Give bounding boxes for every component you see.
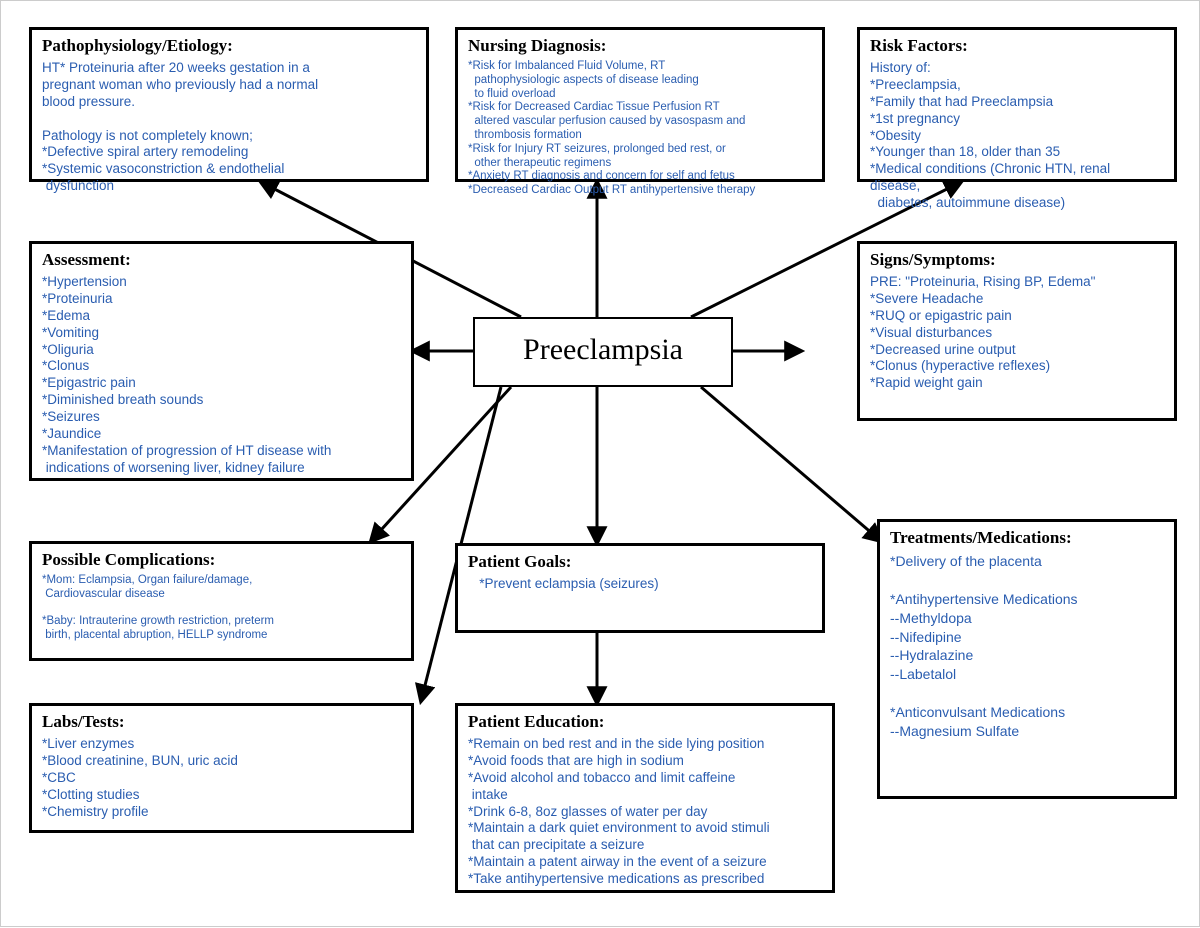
box-title: Signs/Symptoms: — [870, 250, 1164, 270]
box-signs_symptoms: Signs/Symptoms: PRE: "Proteinuria, Rising… — [857, 241, 1177, 421]
box-body: *Risk for Imbalanced Fluid Volume, RT pa… — [468, 60, 812, 198]
box-patient_education: Patient Education: *Remain on bed rest an… — [455, 703, 835, 893]
box-title: Assessment: — [42, 250, 401, 270]
box-title: Treatments/Medications: — [890, 528, 1164, 548]
box-title: Risk Factors: — [870, 36, 1164, 56]
box-body: *Mom: Eclampsia, Organ failure/damage, C… — [42, 574, 401, 643]
center-topic: Preeclampsia — [473, 317, 733, 387]
concept-map-page: Preeclampsia Pathophysiology/Etiology:HT… — [0, 0, 1200, 927]
box-title: Pathophysiology/Etiology: — [42, 36, 416, 56]
center-topic-label: Preeclampsia — [523, 333, 683, 366]
box-title: Nursing Diagnosis: — [468, 36, 812, 56]
box-title: Possible Complications: — [42, 550, 401, 570]
box-pathophysiology: Pathophysiology/Etiology:HT* Proteinuria… — [29, 27, 429, 182]
box-risk_factors: Risk Factors:History of: *Preeclampsia, … — [857, 27, 1177, 182]
box-labs: Labs/Tests: *Liver enzymes *Blood creatin… — [29, 703, 414, 833]
box-body: PRE: "Proteinuria, Rising BP, Edema" *Se… — [870, 274, 1164, 392]
box-body: HT* Proteinuria after 20 weeks gestation… — [42, 60, 416, 195]
box-assessment: Assessment: *Hypertension *Proteinuria *E… — [29, 241, 414, 481]
box-title: Labs/Tests: — [42, 712, 401, 732]
box-body: History of: *Preeclampsia, *Family that … — [870, 60, 1164, 212]
box-body: *Prevent eclampsia (seizures) — [468, 576, 812, 593]
box-title: Patient Goals: — [468, 552, 812, 572]
box-patient_goals: Patient Goals: *Prevent eclampsia (seizu… — [455, 543, 825, 633]
box-nursing_dx: Nursing Diagnosis:*Risk for Imbalanced F… — [455, 27, 825, 182]
box-body: *Hypertension *Proteinuria *Edema *Vomit… — [42, 274, 401, 477]
arrow — [701, 387, 881, 541]
box-title: Patient Education: — [468, 712, 822, 732]
box-body: *Remain on bed rest and in the side lyin… — [468, 736, 822, 888]
box-complications: Possible Complications: *Mom: Eclampsia, … — [29, 541, 414, 661]
box-treatments: Treatments/Medications: *Delivery of the … — [877, 519, 1177, 799]
box-body: *Liver enzymes *Blood creatinine, BUN, u… — [42, 736, 401, 820]
box-body: *Delivery of the placenta *Antihypertens… — [890, 552, 1164, 741]
